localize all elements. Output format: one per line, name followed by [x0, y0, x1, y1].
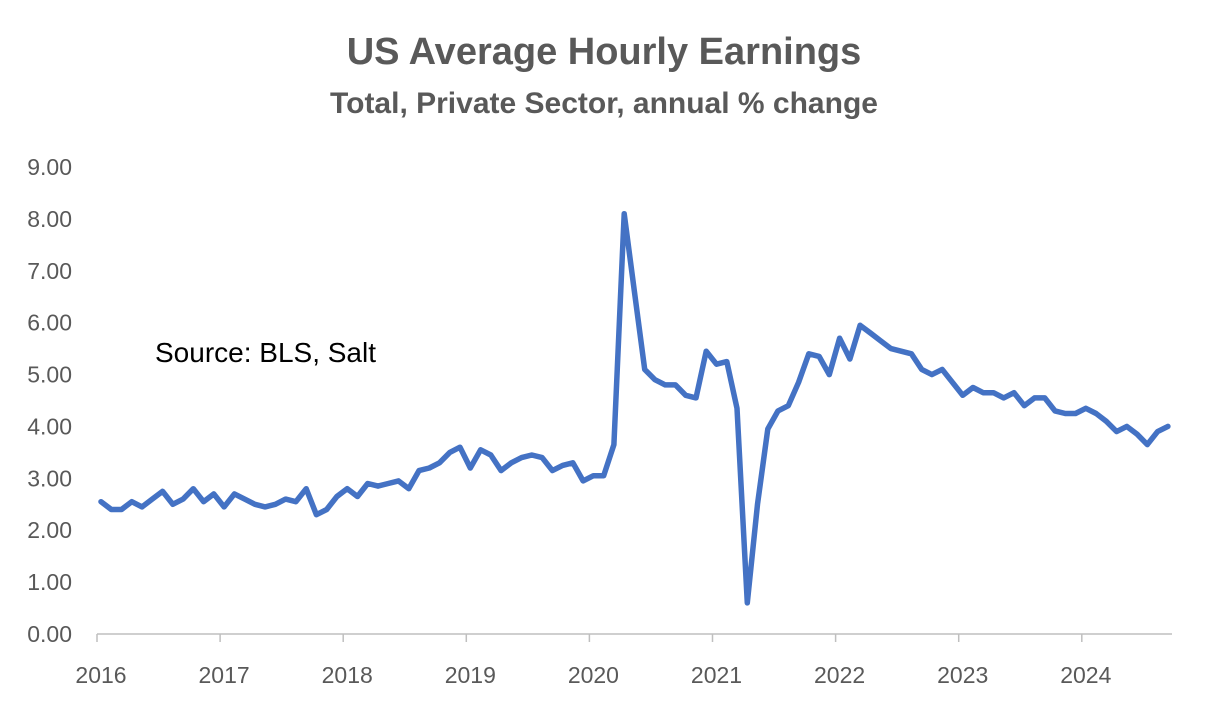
y-tick-label: 7.00 — [27, 258, 72, 284]
x-axis-ticks: 2016 2017 2018 2019 2020 2021 2022 2023 2024 — [75, 634, 1112, 688]
x-tick-label: 2017 — [199, 662, 250, 688]
x-tick-label: 2020 — [568, 662, 619, 688]
y-tick-label: 0.00 — [27, 621, 72, 647]
x-tick-label: 2018 — [322, 662, 373, 688]
y-axis-tick-labels: 0.00 1.00 2.00 3.00 4.00 5.00 6.00 7.00 8.00 9.00 — [27, 154, 72, 647]
x-tick-label: 2023 — [937, 662, 988, 688]
x-tick-label: 2024 — [1060, 662, 1111, 688]
x-tick-label: 2021 — [691, 662, 742, 688]
y-tick-label: 2.00 — [27, 517, 72, 543]
y-tick-label: 3.00 — [27, 465, 72, 491]
y-tick-label: 9.00 — [27, 154, 72, 180]
y-tick-label: 6.00 — [27, 310, 72, 336]
x-tick-label: 2019 — [445, 662, 496, 688]
x-tick-label: 2022 — [814, 662, 865, 688]
chart-subtitle: Total, Private Sector, annual % change — [330, 87, 878, 120]
source-annotation: Source: BLS, Salt — [155, 337, 376, 368]
chart-title: US Average Hourly Earnings — [347, 31, 862, 73]
y-tick-label: 1.00 — [27, 569, 72, 595]
y-tick-label: 8.00 — [27, 206, 72, 232]
y-tick-label: 5.00 — [27, 362, 72, 388]
x-tick-label: 2016 — [75, 662, 126, 688]
earnings-series-line — [98, 210, 1171, 606]
y-tick-label: 4.00 — [27, 413, 72, 439]
